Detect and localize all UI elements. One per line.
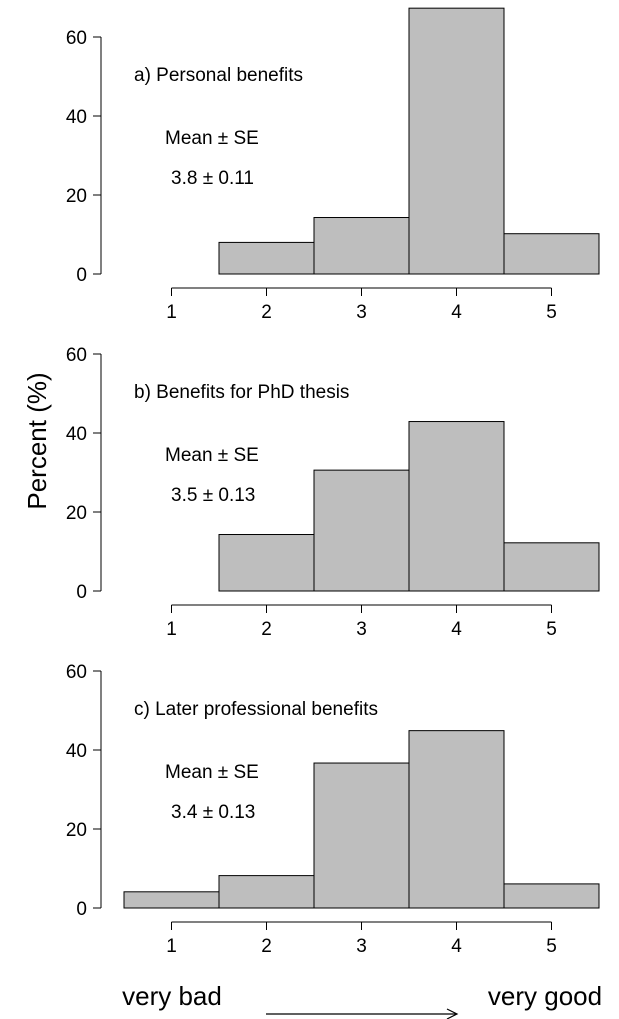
x-tick-label: 3 bbox=[356, 619, 367, 640]
x-tick-label: 2 bbox=[261, 302, 272, 323]
x-tick-label: 1 bbox=[166, 302, 177, 323]
x-tick-label: 2 bbox=[261, 936, 272, 957]
y-tick-label: 60 bbox=[66, 662, 87, 683]
mean-se-label: Mean ± SE bbox=[165, 762, 259, 783]
histogram-bar bbox=[503, 883, 600, 909]
x-tick-label: 5 bbox=[546, 302, 557, 323]
histogram-bar bbox=[218, 241, 315, 275]
y-tick-label: 20 bbox=[66, 503, 87, 524]
y-tick-label: 0 bbox=[76, 582, 87, 603]
y-tick-label: 0 bbox=[76, 899, 87, 920]
mean-se-label: Mean ± SE bbox=[165, 128, 259, 149]
y-axis-label: Percent (%) bbox=[22, 372, 52, 509]
mean-se-value: 3.8 ± 0.11 bbox=[171, 168, 254, 189]
panel-3: 0 20 40 60 1 2 3 4 5 c) Later professional benefi… bbox=[66, 662, 600, 957]
panel-title: c) Later professional benefits bbox=[134, 699, 378, 720]
x-tick-label: 1 bbox=[166, 619, 177, 640]
panel-title: b) Benefits for PhD thesis bbox=[134, 382, 349, 403]
y-tick-label: 40 bbox=[66, 107, 87, 128]
y-tick-label: 40 bbox=[66, 424, 87, 445]
x-tick-label: 5 bbox=[546, 619, 557, 640]
y-tick-label: 20 bbox=[66, 820, 87, 841]
histogram-bar bbox=[313, 469, 410, 592]
histogram-bar bbox=[408, 7, 505, 275]
histogram-bar bbox=[503, 233, 600, 275]
panel-2: 0 20 40 60 1 2 3 4 5 b) Benefits for PhD thesis Me… bbox=[66, 345, 600, 640]
histogram-bar bbox=[123, 891, 220, 909]
scale-label-very-bad: very bad bbox=[122, 981, 222, 1011]
histogram-bar bbox=[218, 875, 315, 909]
x-tick-label: 3 bbox=[356, 302, 367, 323]
scale-label-very-good: very good bbox=[488, 981, 602, 1011]
x-tick-label: 4 bbox=[451, 302, 462, 323]
histogram-bar bbox=[313, 217, 410, 275]
x-tick-label: 4 bbox=[451, 619, 462, 640]
x-tick-label: 5 bbox=[546, 936, 557, 957]
y-tick-label: 0 bbox=[76, 265, 87, 286]
histogram-bar bbox=[503, 542, 600, 592]
x-tick-label: 3 bbox=[356, 936, 367, 957]
mean-se-value: 3.5 ± 0.13 bbox=[171, 485, 255, 506]
histogram-bar bbox=[408, 730, 505, 909]
x-tick-label: 4 bbox=[451, 936, 462, 957]
histogram-bar bbox=[408, 421, 505, 592]
mean-se-value: 3.4 ± 0.13 bbox=[171, 802, 255, 823]
histogram-bar bbox=[218, 534, 315, 592]
scale-arrow-head-icon bbox=[446, 1008, 459, 1019]
y-tick-label: 60 bbox=[66, 28, 87, 49]
y-tick-label: 40 bbox=[66, 741, 87, 762]
y-tick-label: 60 bbox=[66, 345, 87, 366]
histogram-bar bbox=[313, 762, 410, 909]
mean-se-label: Mean ± SE bbox=[165, 445, 259, 466]
x-tick-label: 1 bbox=[166, 936, 177, 957]
y-tick-label: 20 bbox=[66, 186, 87, 207]
panel-title: a) Personal benefits bbox=[134, 65, 303, 86]
panel-1: 0 20 40 60 1 2 3 4 5 a) Personal benefits Mean ± S… bbox=[66, 7, 600, 323]
x-tick-label: 2 bbox=[261, 619, 272, 640]
